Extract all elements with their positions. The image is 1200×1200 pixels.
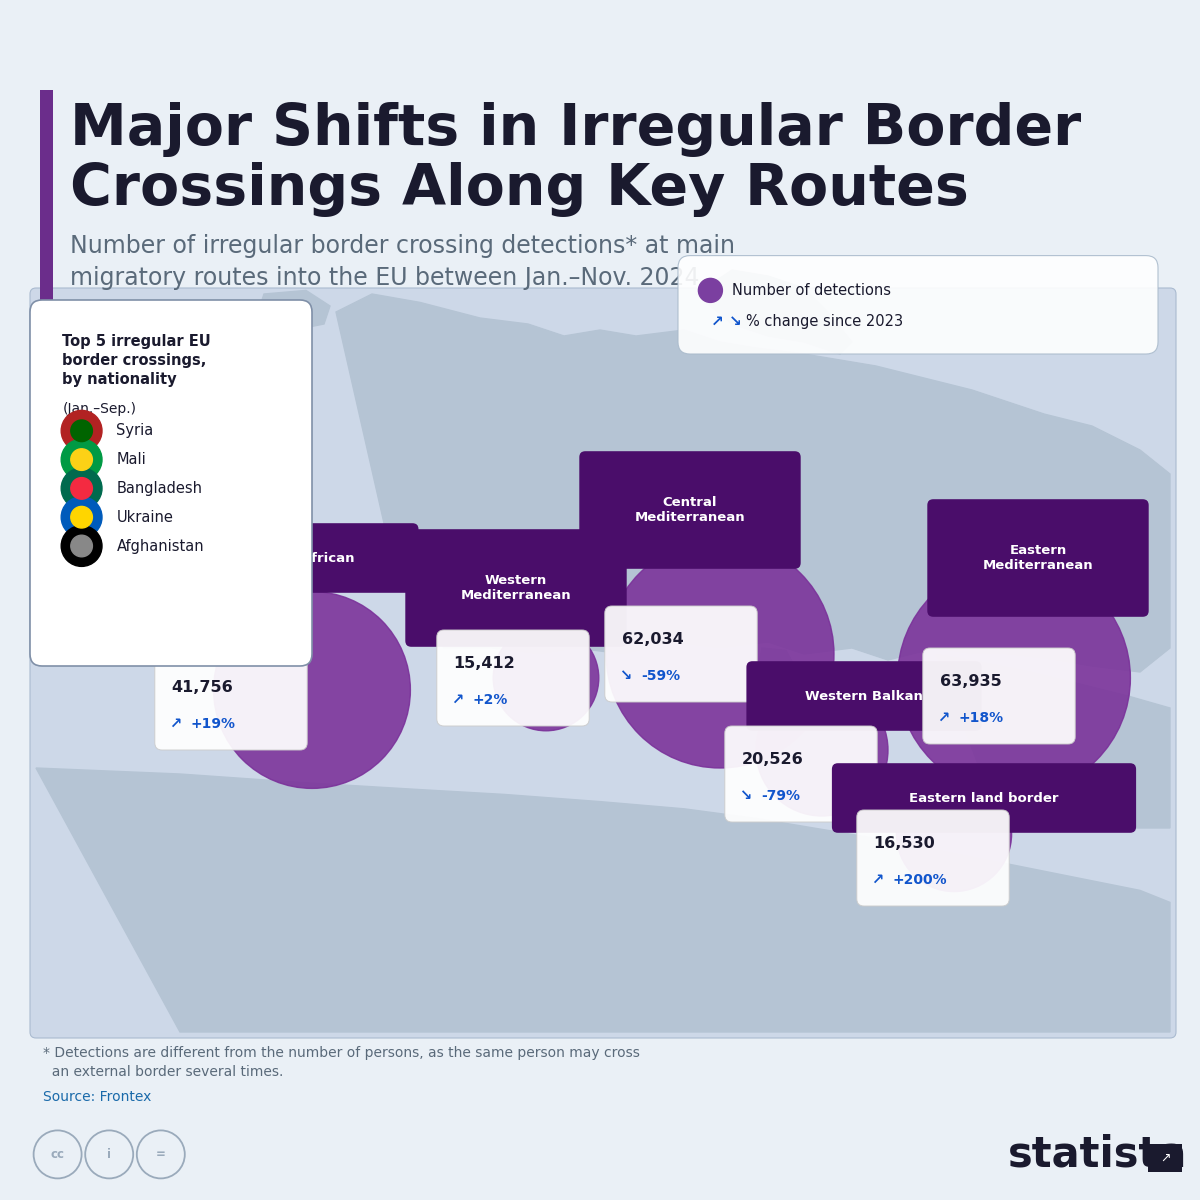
FancyBboxPatch shape	[169, 523, 419, 593]
Text: Eastern land border: Eastern land border	[910, 792, 1058, 804]
Text: Eastern
Mediterranean: Eastern Mediterranean	[983, 544, 1093, 572]
FancyBboxPatch shape	[580, 451, 800, 569]
Circle shape	[698, 278, 722, 302]
Text: cc: cc	[50, 1148, 65, 1160]
Text: ↗: ↗	[871, 872, 883, 887]
Polygon shape	[336, 294, 1170, 672]
Text: (Jan.–Sep.): (Jan.–Sep.)	[62, 402, 137, 416]
FancyBboxPatch shape	[1148, 1144, 1182, 1172]
Polygon shape	[696, 270, 852, 354]
Circle shape	[71, 449, 92, 470]
Text: ↗: ↗	[710, 314, 724, 329]
FancyBboxPatch shape	[406, 529, 626, 647]
Circle shape	[896, 776, 1012, 892]
Text: 20,526: 20,526	[742, 752, 803, 767]
Polygon shape	[258, 290, 330, 330]
Text: ↘: ↘	[739, 788, 751, 803]
FancyBboxPatch shape	[40, 90, 53, 318]
Text: i: i	[107, 1148, 112, 1160]
FancyBboxPatch shape	[605, 606, 757, 702]
Circle shape	[61, 468, 102, 509]
Circle shape	[898, 562, 1130, 794]
FancyBboxPatch shape	[832, 763, 1136, 833]
FancyBboxPatch shape	[928, 499, 1148, 617]
Circle shape	[71, 506, 92, 528]
Text: +19%: +19%	[191, 716, 236, 731]
Text: -59%: -59%	[641, 668, 680, 683]
Text: ↘: ↘	[619, 668, 631, 683]
FancyBboxPatch shape	[437, 630, 589, 726]
Text: statista: statista	[1008, 1133, 1187, 1176]
Text: +2%: +2%	[473, 692, 508, 707]
Circle shape	[71, 535, 92, 557]
Text: =: =	[156, 1148, 166, 1160]
Text: ↗: ↗	[1160, 1152, 1170, 1164]
Polygon shape	[756, 648, 798, 702]
Text: Source: Frontex: Source: Frontex	[43, 1090, 151, 1104]
Circle shape	[61, 439, 102, 480]
Text: Crossings Along Key Routes: Crossings Along Key Routes	[70, 162, 968, 217]
Circle shape	[756, 684, 888, 816]
Text: Central
Mediterranean: Central Mediterranean	[635, 496, 745, 524]
Circle shape	[61, 497, 102, 538]
Text: 63,935: 63,935	[940, 674, 1001, 689]
FancyBboxPatch shape	[857, 810, 1009, 906]
Text: * Detections are different from the number of persons, as the same person may cr: * Detections are different from the numb…	[43, 1046, 640, 1079]
FancyBboxPatch shape	[725, 726, 877, 822]
Text: Western African: Western African	[234, 552, 354, 564]
Polygon shape	[414, 354, 474, 398]
FancyBboxPatch shape	[746, 661, 982, 731]
Text: 16,530: 16,530	[874, 836, 935, 851]
Text: ↗: ↗	[169, 716, 181, 731]
Polygon shape	[36, 768, 1170, 1032]
Text: Major Shifts in Irregular Border: Major Shifts in Irregular Border	[70, 102, 1081, 157]
Text: ↘: ↘	[728, 314, 742, 329]
Circle shape	[71, 420, 92, 442]
Text: 41,756: 41,756	[172, 680, 233, 695]
Text: Top 5 irregular EU
border crossings,
by nationality: Top 5 irregular EU border crossings, by …	[62, 334, 211, 386]
Circle shape	[214, 592, 410, 788]
Text: Afghanistan: Afghanistan	[116, 539, 204, 553]
FancyBboxPatch shape	[678, 256, 1158, 354]
Text: % change since 2023: % change since 2023	[746, 314, 904, 329]
Text: migratory routes into the EU between Jan.–Nov. 2024: migratory routes into the EU between Jan…	[70, 266, 700, 290]
Text: 15,412: 15,412	[454, 656, 515, 671]
FancyBboxPatch shape	[923, 648, 1075, 744]
Text: ↗: ↗	[451, 692, 463, 707]
Text: Number of detections: Number of detections	[732, 283, 890, 298]
Text: -79%: -79%	[761, 788, 799, 803]
Circle shape	[606, 540, 834, 768]
Text: ↗: ↗	[937, 710, 949, 725]
FancyBboxPatch shape	[155, 654, 307, 750]
FancyBboxPatch shape	[30, 288, 1176, 1038]
FancyBboxPatch shape	[30, 300, 312, 666]
Text: 62,034: 62,034	[622, 632, 683, 647]
Text: +200%: +200%	[893, 872, 948, 887]
Circle shape	[493, 625, 599, 731]
Text: Western Balkan: Western Balkan	[805, 690, 923, 702]
Text: Mali: Mali	[116, 452, 146, 467]
Circle shape	[71, 478, 92, 499]
Polygon shape	[936, 654, 1170, 828]
Text: Ukraine: Ukraine	[116, 510, 173, 524]
Text: +18%: +18%	[959, 710, 1004, 725]
Text: Number of irregular border crossing detections* at main: Number of irregular border crossing dete…	[70, 234, 734, 258]
Text: Bangladesh: Bangladesh	[116, 481, 203, 496]
Text: Syria: Syria	[116, 424, 154, 438]
Text: Western
Mediterranean: Western Mediterranean	[461, 574, 571, 602]
Circle shape	[61, 526, 102, 566]
Circle shape	[61, 410, 102, 451]
